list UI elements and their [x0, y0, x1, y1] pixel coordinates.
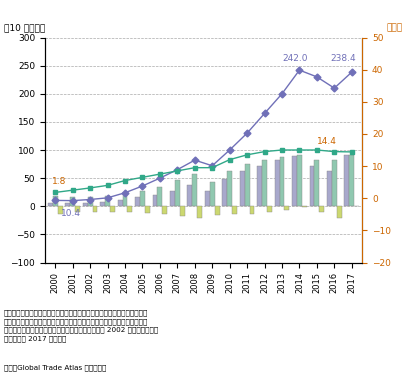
Bar	[332, 160, 337, 206]
Bar	[153, 195, 158, 206]
Bar	[310, 166, 315, 206]
Bar	[315, 160, 319, 206]
Bar	[140, 190, 145, 206]
Text: （10 億ドル）: （10 億ドル）	[4, 23, 45, 32]
Bar	[327, 171, 332, 206]
Bar	[297, 154, 302, 206]
Bar	[92, 206, 97, 212]
Bar	[66, 203, 70, 206]
Bar	[292, 156, 297, 206]
Bar	[302, 206, 307, 207]
Bar	[48, 203, 53, 206]
Text: 10.4: 10.4	[61, 209, 81, 218]
Bar	[214, 206, 219, 215]
Bar	[83, 203, 88, 206]
Bar	[123, 194, 127, 206]
Bar	[284, 206, 289, 210]
Bar	[210, 182, 214, 206]
Bar	[75, 206, 80, 212]
Bar	[257, 166, 262, 206]
Bar	[193, 174, 197, 206]
Bar	[162, 206, 167, 214]
Bar	[337, 206, 341, 218]
Bar	[188, 185, 193, 206]
Bar	[158, 187, 162, 206]
Bar	[344, 154, 349, 206]
Bar	[118, 200, 123, 206]
Bar	[145, 206, 150, 213]
Bar	[175, 180, 180, 206]
Bar	[319, 206, 324, 212]
Bar	[262, 160, 267, 206]
Bar	[280, 157, 284, 206]
Bar	[349, 154, 354, 206]
Bar	[170, 190, 175, 206]
Bar	[88, 197, 92, 206]
Bar	[100, 202, 105, 206]
Bar	[267, 206, 272, 212]
Text: 備考：貿易総額は、アルゼンチン、ウルグアイ、コロンビア、チリ、パラ
　　　グアイ、ペルー、ブラジル、メキシコ、ベネズエラの各年の輸出総
　　　額と輸入総額の合計: 備考：貿易総額は、アルゼンチン、ウルグアイ、コロンビア、チリ、パラ グアイ、ペル…	[4, 309, 158, 342]
Text: 資料：Global Trade Atlas から作成。: 資料：Global Trade Atlas から作成。	[4, 364, 107, 371]
Bar	[240, 171, 245, 206]
Bar	[227, 171, 232, 206]
Text: 238.4: 238.4	[331, 54, 357, 63]
Bar	[135, 197, 140, 206]
Bar	[249, 206, 254, 214]
Bar	[275, 160, 280, 206]
Bar	[197, 206, 202, 218]
Text: 242.0: 242.0	[282, 54, 308, 63]
Text: （％）: （％）	[387, 23, 403, 32]
Bar	[58, 206, 63, 214]
Text: 1.8: 1.8	[52, 177, 66, 186]
Bar	[205, 190, 210, 206]
Bar	[70, 197, 75, 206]
Bar	[180, 206, 185, 216]
Bar	[105, 196, 110, 206]
Bar	[245, 164, 249, 206]
Bar	[53, 196, 58, 206]
Bar	[127, 206, 132, 212]
Text: 14.4: 14.4	[317, 136, 337, 146]
Bar	[222, 179, 227, 206]
Bar	[232, 206, 237, 214]
Bar	[110, 206, 115, 212]
